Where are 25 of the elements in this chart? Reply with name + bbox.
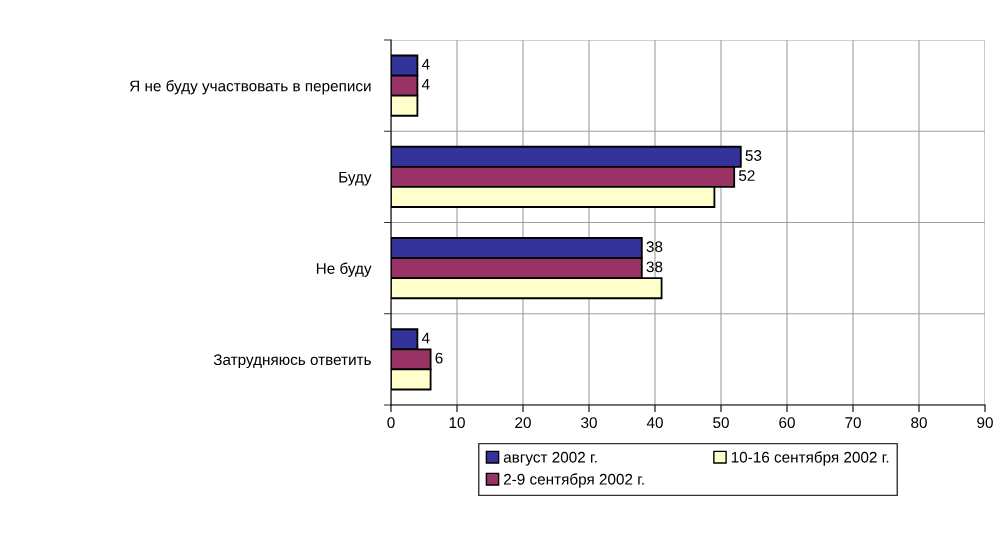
data-label: 4 [421,58,430,70]
data-label: 4 [421,332,430,344]
x-tick-label: 60 [779,417,795,429]
data-label: 53 [745,150,762,161]
x-tick-label: 0 [387,417,395,429]
data-label: 6 [435,352,443,364]
x-tick-label: 40 [646,417,663,429]
x-tick-label: 10 [449,417,465,429]
legend-label: 10-16 сентября 2002 г. [731,451,889,466]
data-label: 38 [646,261,663,273]
data-label: 4 [421,79,430,90]
y-tick-label: Затрудняюсь ответить [213,354,371,369]
y-tick-label: Буду [339,171,372,186]
x-tick-label: 90 [977,417,993,429]
legend-label: август 2002 г. [503,451,597,466]
x-tick-label: 30 [581,417,597,429]
y-tick-label: Я не буду участвовать в переписи [129,80,371,95]
y-tick-label: Не буду [316,262,372,277]
x-tick-label: 70 [845,417,861,429]
data-label: 52 [738,170,755,181]
x-tick-label: 50 [713,417,729,429]
data-label: 38 [646,241,663,253]
x-tick-label: 80 [911,417,927,429]
x-tick-label: 20 [515,417,531,429]
legend-label: 2-9 сентября 2002 г. [503,473,644,488]
